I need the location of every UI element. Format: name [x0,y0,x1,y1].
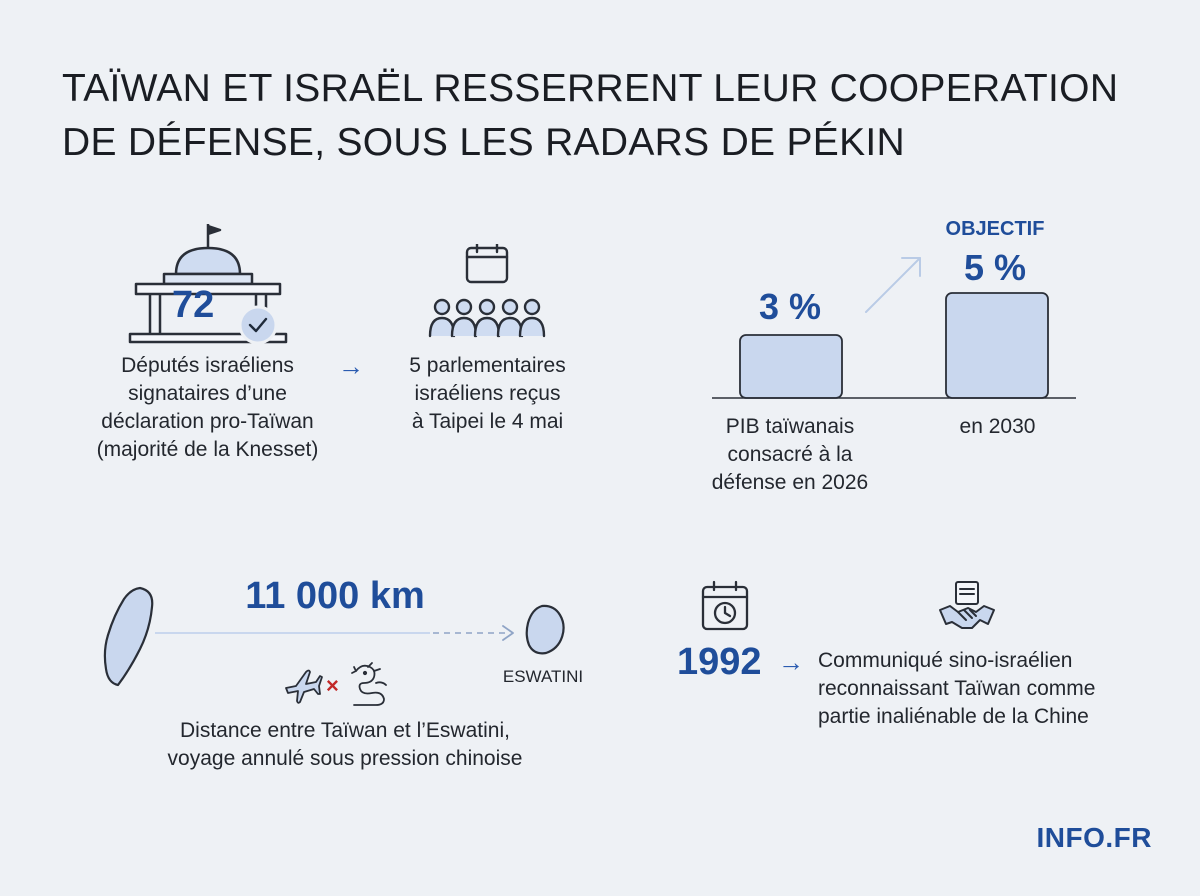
eswatini-map-icon [522,603,568,657]
distance-caption-line: voyage annulé sous pression chinoise [167,747,523,770]
check-badge-icon [238,305,278,345]
delegation-caption-line: 5 parlementaires [409,354,566,377]
current-caption: PIB taïwanais consacré à la défense en 2… [690,413,890,497]
arrow-right-icon: → [338,351,364,381]
delegation-caption-line: à Taipei le 4 mai [411,410,564,433]
communique-year: 1992 [677,641,762,683]
delegation-group-icon [428,244,546,339]
dragon-icon [346,661,390,707]
communique-text-line: partie inaliénable de la Chine [818,705,1089,728]
communique-text-line: reconnaissant Taïwan comme [818,677,1096,700]
deputies-caption-line: déclaration pro-Taïwan [101,410,314,433]
current-caption-line: défense en 2026 [711,471,869,494]
bar-2026 [739,334,843,399]
distance-caption-line: Distance entre Taïwan et l’Eswatini, [180,719,510,742]
delegation-caption: 5 parlementaires israéliens reçus à Taip… [370,352,605,436]
objective-label: OBJECTIF [945,218,1045,240]
taiwan-map-icon [100,585,160,690]
bar-2030 [945,292,1049,399]
page-title-line-1: Taïwan et Israël resserrent leur coopera… [62,67,1119,110]
communique-text: Communiqué sino-israélien reconnaissant … [818,647,1095,731]
target-caption: en 2030 [959,415,1036,438]
target-value-label: 5 % [963,247,1027,288]
deputies-count: 72 [172,284,215,326]
arrow-right-icon: → [778,647,804,677]
cancel-cross-icon: × [326,673,339,698]
brand-logo[interactable]: INFO.FR [1036,822,1152,853]
airplane-icon [282,664,324,706]
delegation-caption-line: israéliens reçus [414,382,561,405]
deputies-caption: Députés israéliens signataires d’une déc… [70,352,345,464]
page-title-line-2: de défense, sous les radars de Pékin [62,121,906,164]
handshake-agreement-icon [938,580,996,634]
communique-text-line: Communiqué sino-israélien [818,649,1073,672]
deputies-caption-line: signataires d’une [128,382,287,405]
gdp-bar-chart [712,292,1076,399]
trend-arrow-icon [860,252,926,318]
deputies-caption-line: Députés israéliens [121,354,294,377]
page-title: Taïwan et Israël resserrent leur coopera… [62,62,1162,170]
distance-value: 11 000 km [245,575,425,617]
distance-caption: Distance entre Taïwan et l’Eswatini, voy… [115,717,575,773]
current-caption-line: consacré à la [727,443,853,466]
distance-arrow-icon [155,621,517,645]
calendar-clock-icon [700,580,752,632]
deputies-caption-line: (majorité de la Knesset) [96,438,319,461]
destination-label: ESWATINI [502,667,584,686]
current-caption-line: PIB taïwanais [725,415,855,438]
current-value-label: 3 % [758,286,822,327]
